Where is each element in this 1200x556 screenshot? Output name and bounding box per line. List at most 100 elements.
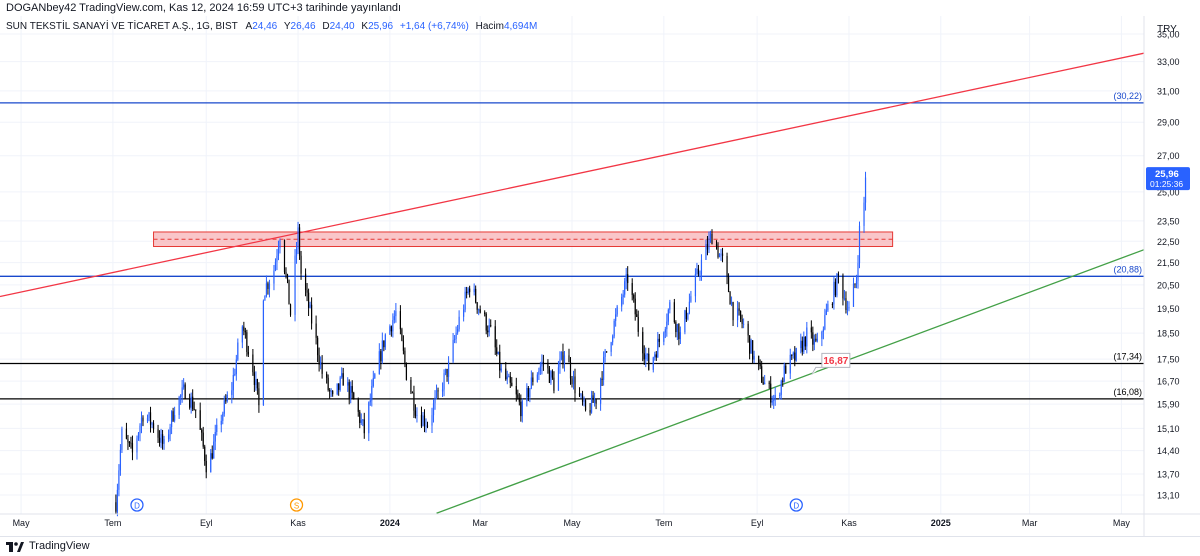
- candle-body: [374, 374, 376, 378]
- time-axis[interactable]: May Tem Eyl Kas 2024 Mar May Tem Eyl Kas 2025 Mar Ma…: [13, 518, 1131, 528]
- candle-body: [679, 332, 681, 340]
- candle-body: [624, 281, 626, 295]
- candle-body: [663, 332, 665, 342]
- candle-body: [727, 276, 730, 292]
- candle-body: [458, 316, 460, 330]
- event-marker: [130, 498, 144, 512]
- candle-body: [320, 362, 322, 365]
- candle-body: [801, 340, 803, 352]
- candle-body: [146, 418, 149, 422]
- time-tick-label: 2024: [380, 518, 400, 528]
- candle-body: [593, 399, 596, 403]
- candle-body: [464, 291, 466, 310]
- candle-body: [717, 246, 719, 258]
- time-tick-label: Mar: [472, 518, 488, 528]
- candle-body: [252, 354, 254, 373]
- candle-body: [193, 409, 195, 411]
- candle-body: [434, 396, 436, 404]
- candle-body: [658, 338, 660, 342]
- candle-body: [736, 308, 739, 321]
- candle-body: [478, 309, 480, 311]
- candle-body: [709, 233, 712, 239]
- tradingview-brand[interactable]: TradingView: [6, 537, 90, 556]
- candle-body: [669, 302, 671, 310]
- price-callout: 16,87: [811, 352, 851, 375]
- candle-body: [855, 280, 858, 285]
- candle-body: [414, 410, 417, 416]
- candle-body: [210, 453, 212, 473]
- candle-body: [667, 309, 669, 322]
- level-label: (17,34): [1113, 351, 1142, 361]
- candle-body: [392, 320, 394, 332]
- candle-body: [863, 202, 865, 226]
- candle-body: [253, 372, 255, 385]
- candle-body: [158, 437, 161, 443]
- candle-body: [595, 399, 597, 404]
- candle-body: [246, 332, 248, 352]
- candle-body: [184, 384, 186, 399]
- time-tick-label: Kas: [290, 518, 306, 528]
- candle-body: [341, 373, 343, 378]
- price-tick-label: 27,00: [1157, 151, 1180, 161]
- candle-body: [726, 255, 728, 277]
- candle-body: [274, 261, 277, 271]
- candle-body: [615, 314, 617, 321]
- price-tick-label: 13,10: [1157, 491, 1180, 501]
- candle-body: [362, 419, 364, 421]
- candle-body: [413, 392, 415, 411]
- candle-body: [625, 274, 627, 282]
- candle-body: [720, 253, 722, 255]
- candle-body: [592, 395, 594, 403]
- last-price-countdown: 01:25:36: [1150, 179, 1183, 189]
- candle-body: [697, 268, 700, 275]
- candle-body: [118, 470, 120, 490]
- candle-body: [813, 338, 815, 345]
- candle-body: [711, 233, 713, 245]
- symbol-name: SUN TEKSTİL SANAYİ VE TİCARET A.Ş., 1G, …: [6, 21, 238, 32]
- candle-body: [140, 417, 143, 426]
- candle-body: [759, 363, 761, 367]
- price-tick-label: 13,70: [1157, 469, 1180, 479]
- price-axis[interactable]: 35,00 33,00 31,00 29,00 27,00 25,00 23,50 22,50…: [1157, 30, 1180, 501]
- candle-body: [718, 253, 721, 258]
- candle-body: [699, 273, 701, 275]
- candle-body: [125, 428, 128, 439]
- candle-body: [231, 390, 233, 395]
- candle-body: [422, 415, 424, 427]
- candle-body: [307, 292, 310, 308]
- price-tick-label: 22,50: [1157, 237, 1180, 247]
- candle-body: [130, 442, 132, 444]
- high-value: 26,46: [290, 21, 316, 32]
- candle-body: [536, 374, 538, 382]
- candle-body: [214, 431, 216, 442]
- candle-body: [149, 412, 152, 425]
- candle-body: [762, 382, 764, 385]
- candle-body: [174, 415, 176, 421]
- candle-body: [854, 283, 856, 285]
- candle-body: [321, 362, 323, 374]
- time-tick-label: Eyl: [751, 518, 764, 528]
- candle-body: [563, 355, 566, 365]
- price-tick-label: 21,50: [1157, 258, 1180, 268]
- candle-body: [750, 340, 752, 354]
- price-tick-label: 16,70: [1157, 377, 1180, 387]
- currency-label[interactable]: TRY: [1157, 24, 1177, 35]
- volume-label: Hacim: [475, 21, 504, 32]
- candle-body: [277, 248, 280, 256]
- callout-box: [811, 352, 851, 375]
- candle-body: [380, 351, 382, 362]
- candle-body: [654, 354, 656, 358]
- time-tick-label: 2025: [931, 518, 951, 528]
- candle-body: [484, 312, 486, 314]
- symbol-legend[interactable]: SUN TEKSTİL SANAYİ VE TİCARET A.Ş., 1G, …: [6, 20, 541, 34]
- candle-body: [399, 311, 401, 330]
- candle-body: [815, 338, 817, 341]
- candle-body: [469, 288, 471, 293]
- candle-body: [538, 371, 540, 375]
- candle-body: [852, 283, 855, 307]
- candle-body: [497, 351, 499, 354]
- candle-body: [437, 390, 439, 392]
- candle-body: [559, 358, 561, 368]
- candle-body: [357, 399, 359, 412]
